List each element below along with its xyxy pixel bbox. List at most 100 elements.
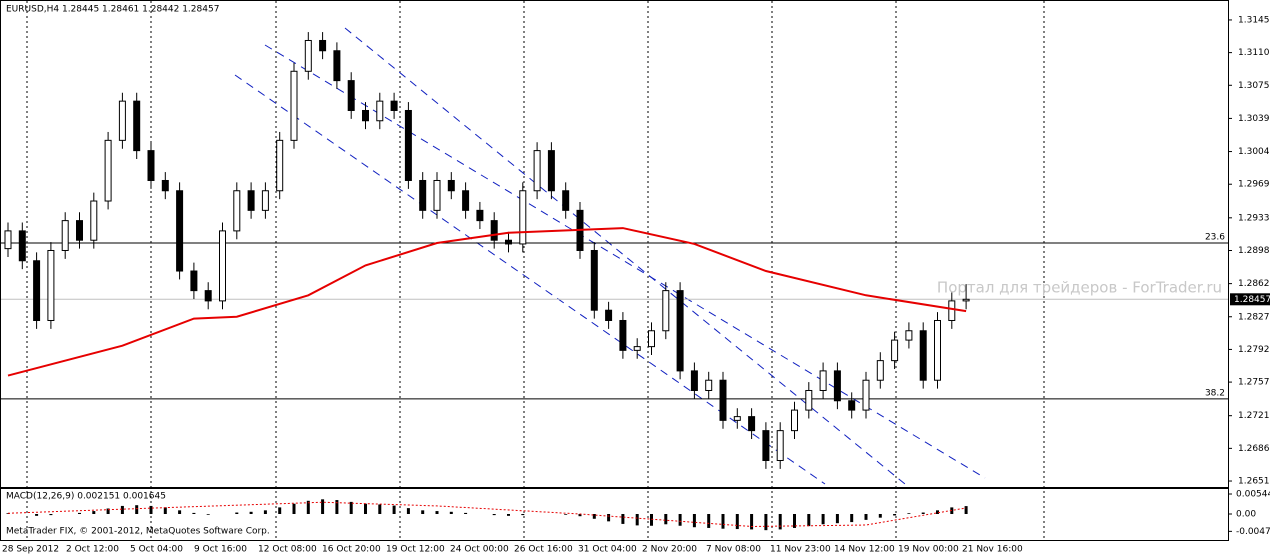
y-tick-label: 1.29690 bbox=[1238, 180, 1270, 190]
y-tick-label: 1.28980 bbox=[1238, 246, 1270, 256]
macd-title: MACD(12,26,9) 0.002151 0.001645 bbox=[6, 492, 166, 502]
y-tick-label: 1.31450 bbox=[1238, 15, 1270, 25]
candle-body bbox=[333, 50, 341, 82]
y-tick-label: 1.28270 bbox=[1238, 312, 1270, 322]
fib-label: 38.2 bbox=[1205, 388, 1225, 398]
candle-body bbox=[547, 150, 555, 192]
candle-body bbox=[462, 190, 470, 211]
y-tick-label: 1.27210 bbox=[1238, 411, 1270, 421]
candle-body bbox=[390, 100, 398, 111]
candle-body bbox=[862, 379, 870, 411]
candle-body bbox=[662, 290, 670, 332]
candle-body bbox=[605, 309, 613, 321]
candle-body bbox=[290, 70, 298, 141]
last-price-label: 1.28457 bbox=[1234, 295, 1270, 305]
footer: MetaTrader FIX, © 2001-2012, MetaQuotes … bbox=[6, 527, 270, 537]
candle-body bbox=[47, 249, 55, 321]
x-tick-label: 24 Oct 00:00 bbox=[450, 545, 509, 555]
candle-body bbox=[919, 330, 927, 381]
candle-body bbox=[562, 190, 570, 211]
y-tick-label: 1.26510 bbox=[1238, 477, 1270, 487]
candle-body bbox=[676, 290, 684, 372]
candle-body bbox=[633, 346, 641, 351]
candle-body bbox=[247, 190, 255, 211]
macd-tick-label: -0.004726 bbox=[1236, 527, 1270, 537]
y-tick-label: 1.31100 bbox=[1238, 48, 1270, 58]
candle-body bbox=[891, 339, 899, 362]
candle-body bbox=[404, 109, 412, 181]
x-tick-label: 21 Nov 16:00 bbox=[962, 545, 1023, 555]
x-tick-label: 12 Oct 08:00 bbox=[258, 545, 317, 555]
x-tick-label: 14 Nov 12:00 bbox=[834, 545, 895, 555]
candle-body bbox=[304, 39, 312, 72]
x-tick-label: 31 Oct 04:00 bbox=[578, 545, 637, 555]
candle-body bbox=[648, 330, 655, 348]
x-tick-label: 2 Nov 20:00 bbox=[642, 545, 697, 555]
candle-body bbox=[619, 319, 627, 351]
x-tick-label: 7 Nov 08:00 bbox=[706, 545, 761, 555]
y-tick-label: 1.27570 bbox=[1238, 378, 1270, 388]
x-tick-label: 11 Nov 23:00 bbox=[770, 545, 831, 555]
candle-body bbox=[948, 300, 956, 321]
candle-body bbox=[833, 370, 841, 402]
candle-body bbox=[733, 416, 741, 421]
candle-body bbox=[147, 150, 155, 181]
x-tick-label: 26 Oct 16:00 bbox=[514, 545, 573, 555]
candle-body bbox=[490, 220, 498, 241]
candle-body bbox=[719, 379, 727, 421]
x-tick-label: 5 Oct 04:00 bbox=[130, 545, 183, 555]
candle-body bbox=[934, 319, 941, 381]
candle-body bbox=[705, 379, 713, 391]
last-price-box bbox=[1230, 293, 1270, 306]
candle-body bbox=[819, 370, 827, 391]
candle-body bbox=[61, 220, 69, 251]
candle-body bbox=[204, 290, 212, 302]
candle-body bbox=[76, 220, 83, 241]
candle-body bbox=[347, 80, 355, 111]
candle-body bbox=[848, 400, 856, 411]
candle-body bbox=[962, 298, 970, 302]
candle-body bbox=[33, 260, 41, 321]
y-tick-label: 1.30395 bbox=[1238, 114, 1270, 124]
candle-body bbox=[533, 150, 541, 192]
candle-body bbox=[776, 430, 784, 461]
candle-body bbox=[319, 39, 327, 52]
watermark: Портал для трейдеров - ForTrader.ru bbox=[937, 279, 1222, 297]
candle-body bbox=[219, 230, 226, 302]
macd-panel bbox=[0, 488, 1229, 541]
x-tick-label: 9 Oct 16:00 bbox=[194, 545, 247, 555]
y-tick-label: 1.30040 bbox=[1238, 147, 1270, 157]
y-tick-label: 1.30750 bbox=[1238, 81, 1270, 91]
macd-tick-label: 0.00 bbox=[1236, 510, 1256, 520]
candle-body bbox=[905, 330, 913, 341]
candle-body bbox=[690, 370, 698, 391]
x-tick-label: 28 Sep 2012 bbox=[2, 545, 59, 555]
candle-body bbox=[362, 109, 369, 122]
candle-body bbox=[376, 100, 384, 122]
candle-body bbox=[519, 190, 527, 245]
fib-label: 23.6 bbox=[1205, 233, 1225, 243]
candle-body bbox=[233, 190, 241, 232]
macd-signal bbox=[7, 501, 967, 527]
candle-body bbox=[118, 100, 126, 141]
candle-body bbox=[762, 430, 770, 461]
y-tick-label: 1.27920 bbox=[1238, 345, 1270, 355]
macd-tick-label: 0.005444 bbox=[1236, 490, 1270, 500]
candle-body bbox=[190, 270, 198, 292]
candle-body bbox=[133, 100, 141, 152]
x-tick-label: 19 Oct 12:00 bbox=[386, 545, 445, 555]
candle-body bbox=[276, 139, 284, 192]
candle-body bbox=[104, 139, 112, 202]
y-tick-label: 1.29330 bbox=[1238, 213, 1270, 223]
candle-body bbox=[447, 179, 455, 192]
moving-average bbox=[7, 227, 967, 377]
candle-body bbox=[18, 230, 26, 262]
candle-body bbox=[161, 179, 169, 192]
candle-body bbox=[433, 179, 441, 211]
chart-title: EURUSD,H4 1.28445 1.28461 1.28442 1.2845… bbox=[6, 5, 219, 15]
candle-body bbox=[590, 249, 598, 311]
candle-body bbox=[4, 230, 12, 250]
y-tick-label: 1.28625 bbox=[1238, 279, 1270, 289]
x-tick-label: 2 Oct 12:00 bbox=[66, 545, 119, 555]
